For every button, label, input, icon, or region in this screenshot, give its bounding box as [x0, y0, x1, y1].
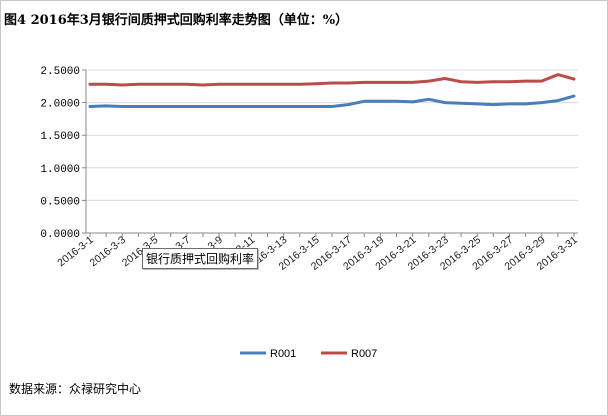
legend: R001 R007	[240, 348, 377, 360]
y-tick-label: 0.5000	[40, 196, 80, 208]
y-tick-label: 1.5000	[40, 131, 80, 143]
chart-title: 图4 2016年3月银行间质押式回购利率走势图（单位：%）	[4, 13, 349, 28]
legend-label-r001: R001	[270, 348, 296, 360]
gridlines	[86, 69, 578, 234]
hover-tooltip: 银行质押式回购利率	[142, 248, 259, 269]
y-tick-label: 2.5000	[40, 66, 80, 78]
series-lines	[88, 73, 576, 108]
y-tick-label: 0.0000	[40, 229, 80, 241]
y-tick-label: 1.0000	[40, 164, 80, 176]
series-line-r001	[88, 94, 576, 108]
data-source: 数据来源：众禄研究中心	[9, 382, 142, 396]
x-axis: 2016-3-12016-3-32016-3-52016-3-72016-3-9…	[55, 232, 580, 273]
legend-label-r007: R007	[351, 348, 377, 360]
y-axis: 0.0000 0.5000 1.0000 1.5000 2.0000 2.5000	[40, 66, 87, 241]
y-tick-label: 2.0000	[40, 99, 80, 111]
series-line-r007	[88, 73, 576, 87]
